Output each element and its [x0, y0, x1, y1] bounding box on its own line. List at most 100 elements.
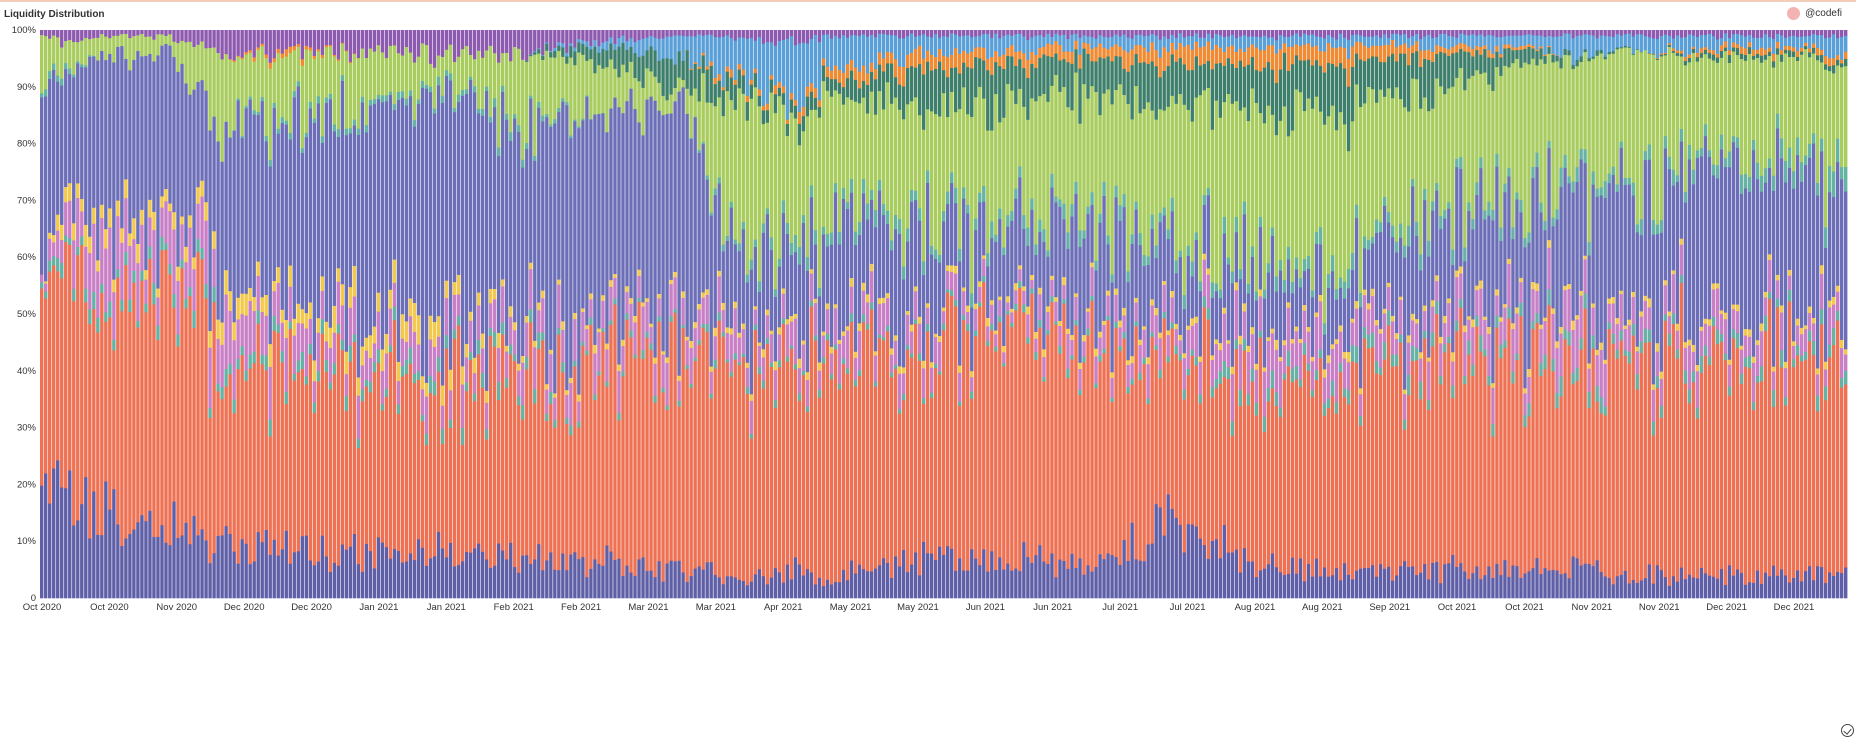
bar-segment[interactable]: [1515, 192, 1519, 200]
bar-segment[interactable]: [925, 552, 930, 599]
bar-segment[interactable]: [1222, 313, 1227, 362]
bar-segment[interactable]: [565, 101, 569, 106]
bar-segment[interactable]: [769, 92, 774, 238]
bar-segment[interactable]: [929, 397, 934, 554]
bar-segment[interactable]: [1058, 91, 1062, 200]
bar-segment[interactable]: [1094, 270, 1098, 349]
bar-segment[interactable]: [392, 319, 397, 550]
bar-segment[interactable]: [1370, 295, 1375, 333]
bar-segment[interactable]: [1206, 41, 1210, 61]
bar-segment[interactable]: [1535, 312, 1539, 323]
stacked-bar[interactable]: [793, 30, 798, 599]
bar-segment[interactable]: [1366, 249, 1371, 304]
stacked-bar[interactable]: [188, 30, 192, 599]
stacked-bar[interactable]: [1707, 30, 1712, 599]
bar-segment[interactable]: [877, 297, 882, 305]
bar-segment[interactable]: [380, 410, 385, 543]
stacked-bar[interactable]: [693, 30, 697, 599]
bar-segment[interactable]: [1322, 72, 1327, 125]
bar-segment[interactable]: [1062, 284, 1066, 300]
bar-segment[interactable]: [1326, 34, 1331, 44]
bar-segment[interactable]: [88, 323, 92, 539]
bar-segment[interactable]: [793, 318, 798, 365]
bar-segment[interactable]: [529, 54, 533, 55]
bar-segment[interactable]: [288, 265, 292, 287]
bar-segment[interactable]: [1018, 88, 1022, 167]
bar-segment[interactable]: [256, 49, 260, 113]
bar-segment[interactable]: [785, 123, 790, 136]
bar-segment[interactable]: [781, 200, 786, 214]
bar-segment[interactable]: [1034, 244, 1038, 256]
bar-segment[interactable]: [905, 35, 910, 55]
stacked-bar[interactable]: [825, 30, 830, 599]
bar-segment[interactable]: [877, 303, 882, 335]
bar-segment[interactable]: [777, 359, 782, 368]
bar-segment[interactable]: [925, 182, 930, 304]
bar-segment[interactable]: [1330, 343, 1335, 349]
stacked-bar[interactable]: [136, 30, 140, 599]
bar-segment[interactable]: [1098, 30, 1102, 36]
bar-segment[interactable]: [601, 300, 605, 329]
bar-segment[interactable]: [1443, 352, 1447, 565]
stacked-bar[interactable]: [541, 30, 545, 599]
bar-segment[interactable]: [40, 288, 44, 486]
bar-segment[interactable]: [1415, 30, 1419, 35]
bar-segment[interactable]: [765, 337, 770, 344]
bar-segment[interactable]: [1334, 413, 1339, 569]
stacked-bar[interactable]: [1390, 30, 1395, 599]
bar-segment[interactable]: [384, 396, 389, 548]
bar-segment[interactable]: [292, 318, 296, 336]
bar-segment[interactable]: [681, 30, 685, 36]
bar-segment[interactable]: [1078, 362, 1082, 370]
bar-segment[interactable]: [1166, 362, 1170, 495]
bar-segment[interactable]: [304, 328, 308, 377]
bar-segment[interactable]: [629, 37, 633, 48]
bar-segment[interactable]: [1178, 33, 1182, 44]
bar-segment[interactable]: [232, 130, 236, 323]
bar-segment[interactable]: [697, 303, 701, 310]
bar-segment[interactable]: [1226, 343, 1231, 368]
bar-segment[interactable]: [416, 538, 421, 599]
bar-segment[interactable]: [605, 386, 609, 546]
bar-segment[interactable]: [1122, 30, 1126, 35]
bar-segment[interactable]: [1547, 30, 1551, 36]
bar-segment[interactable]: [1423, 199, 1427, 306]
bar-segment[interactable]: [116, 30, 120, 36]
bar-segment[interactable]: [348, 546, 353, 599]
bar-segment[interactable]: [869, 91, 874, 191]
bar-segment[interactable]: [476, 108, 481, 114]
stacked-bar[interactable]: [749, 30, 753, 599]
bar-segment[interactable]: [789, 345, 794, 349]
bar-segment[interactable]: [1651, 421, 1655, 436]
bar-segment[interactable]: [1707, 325, 1712, 357]
bar-segment[interactable]: [152, 39, 156, 62]
bar-segment[interactable]: [954, 570, 958, 599]
bar-segment[interactable]: [1507, 30, 1511, 36]
bar-segment[interactable]: [1174, 323, 1178, 330]
bar-segment[interactable]: [240, 354, 244, 540]
bar-segment[interactable]: [400, 91, 405, 98]
bar-segment[interactable]: [1354, 362, 1359, 571]
bar-segment[interactable]: [877, 564, 882, 599]
bar-segment[interactable]: [1142, 35, 1146, 48]
bar-segment[interactable]: [1663, 576, 1667, 599]
bar-segment[interactable]: [517, 124, 521, 132]
bar-segment[interactable]: [264, 294, 268, 316]
bar-segment[interactable]: [1270, 333, 1275, 371]
bar-segment[interactable]: [1326, 115, 1331, 274]
stacked-bar[interactable]: [172, 30, 176, 599]
bar-segment[interactable]: [488, 335, 493, 568]
bar-segment[interactable]: [276, 324, 280, 333]
bar-segment[interactable]: [1250, 88, 1255, 247]
bar-segment[interactable]: [781, 212, 786, 289]
bar-segment[interactable]: [1226, 30, 1231, 37]
bar-segment[interactable]: [1563, 289, 1567, 330]
bar-segment[interactable]: [905, 349, 910, 573]
bar-segment[interactable]: [1619, 35, 1623, 48]
stacked-bar[interactable]: [857, 30, 862, 599]
bar-segment[interactable]: [1342, 47, 1347, 69]
bar-segment[interactable]: [1390, 30, 1395, 34]
bar-segment[interactable]: [316, 332, 321, 372]
stacked-bar[interactable]: [1403, 30, 1407, 599]
bar-segment[interactable]: [982, 30, 986, 34]
